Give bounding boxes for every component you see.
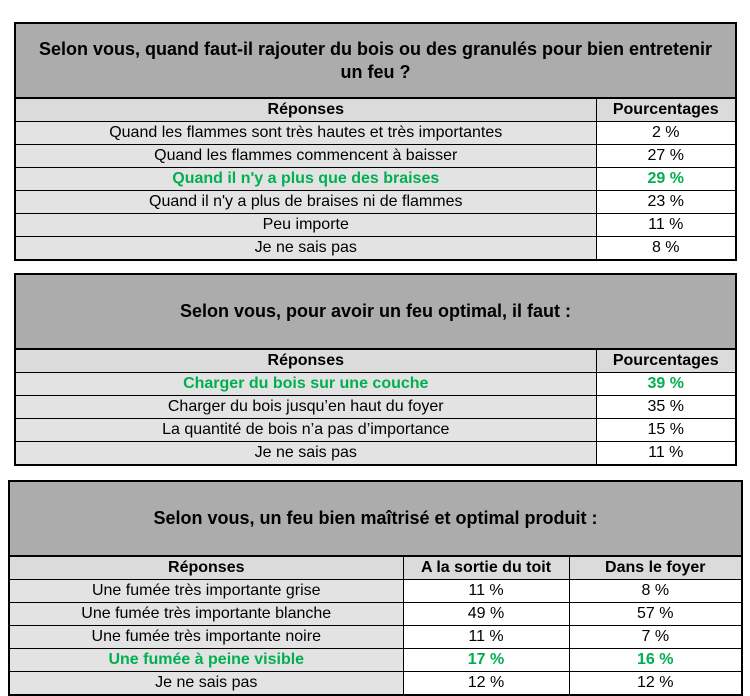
value-cell: 11 % [402,579,570,603]
table-row-highlighted: Une fumée à peine visible 17 % 16 % [8,648,743,672]
table-row: Une fumée très importante noire 11 % 7 % [8,625,743,649]
table-row: La quantité de bois n’a pas d’importance… [14,418,737,442]
table-row: Quand les flammes sont très hautes et tr… [14,121,737,145]
value-cell: 8 % [595,236,737,261]
value-cell: 49 % [402,602,570,626]
survey-section-smoke: Selon vous, un feu bien maîtrisé et opti… [8,480,750,696]
answer-cell: Quand il n'y a plus de braises ni de fla… [14,190,597,214]
value-cell: 27 % [595,144,737,168]
answer-cell: Charger du bois sur une couche [14,372,597,396]
column-header-pourcentages: Pourcentages [595,348,737,373]
table-row: Une fumée très importante blanche 49 % 5… [8,602,743,626]
value-cell: 11 % [595,213,737,237]
column-header-reponses: Réponses [14,97,597,122]
column-header-pourcentages: Pourcentages [595,97,737,122]
value-cell: 39 % [595,372,737,396]
answer-cell: Quand les flammes commencent à baisser [14,144,597,168]
value-cell: 23 % [595,190,737,214]
column-header-reponses: Réponses [8,555,404,580]
value-cell: 17 % [402,648,570,672]
header-row: Réponses Pourcentages [14,97,737,122]
value-cell: 7 % [568,625,743,649]
table-row: Je ne sais pas 11 % [14,441,737,466]
answer-cell: Une fumée très importante blanche [8,602,404,626]
table-row-highlighted: Charger du bois sur une couche 39 % [14,372,737,396]
table-title-cell: Selon vous, un feu bien maîtrisé et opti… [8,480,743,557]
answer-cell: Une fumée très importante grise [8,579,404,603]
table-row: Charger du bois jusqu’en haut du foyer 3… [14,395,737,419]
table-row: Je ne sais pas 12 % 12 % [8,671,743,696]
survey-table-optimal-fire: Selon vous, pour avoir un feu optimal, i… [14,273,737,466]
value-cell: 57 % [568,602,743,626]
value-cell: 15 % [595,418,737,442]
answer-cell: La quantité de bois n’a pas d’importance [14,418,597,442]
answer-cell: Je ne sais pas [14,236,597,261]
answer-cell: Quand il n'y a plus que des braises [14,167,597,191]
answer-cell: Peu importe [14,213,597,237]
answer-cell: Je ne sais pas [14,441,597,466]
answer-cell: Une fumée très importante noire [8,625,404,649]
value-cell: 12 % [568,671,743,696]
column-header-dans-foyer: Dans le foyer [568,555,743,580]
value-cell: 8 % [568,579,743,603]
value-cell: 35 % [595,395,737,419]
value-cell: 29 % [595,167,737,191]
answer-cell: Je ne sais pas [8,671,404,696]
table-row: Quand les flammes commencent à baisser 2… [14,144,737,168]
table-row-highlighted: Quand il n'y a plus que des braises 29 % [14,167,737,191]
table-title-cell: Selon vous, quand faut-il rajouter du bo… [14,22,737,99]
survey-section-optimal-fire: Selon vous, pour avoir un feu optimal, i… [14,273,750,466]
title-row: Selon vous, un feu bien maîtrisé et opti… [8,480,743,557]
answer-cell: Une fumée à peine visible [8,648,404,672]
table-title: Selon vous, un feu bien maîtrisé et opti… [153,508,598,529]
value-cell: 16 % [568,648,743,672]
column-header-reponses: Réponses [14,348,597,373]
title-row: Selon vous, pour avoir un feu optimal, i… [14,273,737,350]
header-row: Réponses A la sortie du toit Dans le foy… [8,555,743,580]
value-cell: 11 % [595,441,737,466]
table-row: Une fumée très importante grise 11 % 8 % [8,579,743,603]
table-row: Quand il n'y a plus de braises ni de fla… [14,190,737,214]
table-row: Je ne sais pas 8 % [14,236,737,261]
table-row: Peu importe 11 % [14,213,737,237]
answer-cell: Charger du bois jusqu’en haut du foyer [14,395,597,419]
table-title: Selon vous, pour avoir un feu optimal, i… [179,301,572,322]
title-row: Selon vous, quand faut-il rajouter du bo… [14,22,737,99]
survey-table-wood-reload: Selon vous, quand faut-il rajouter du bo… [14,22,737,261]
answer-cell: Quand les flammes sont très hautes et tr… [14,121,597,145]
value-cell: 11 % [402,625,570,649]
value-cell: 12 % [402,671,570,696]
table-title: Selon vous, quand faut-il rajouter du bo… [38,39,713,82]
table-title-cell: Selon vous, pour avoir un feu optimal, i… [14,273,737,350]
survey-section-wood-reload: Selon vous, quand faut-il rajouter du bo… [14,22,750,261]
header-row: Réponses Pourcentages [14,348,737,373]
survey-table-smoke: Selon vous, un feu bien maîtrisé et opti… [8,480,744,696]
column-header-sortie-toit: A la sortie du toit [402,555,570,580]
value-cell: 2 % [595,121,737,145]
